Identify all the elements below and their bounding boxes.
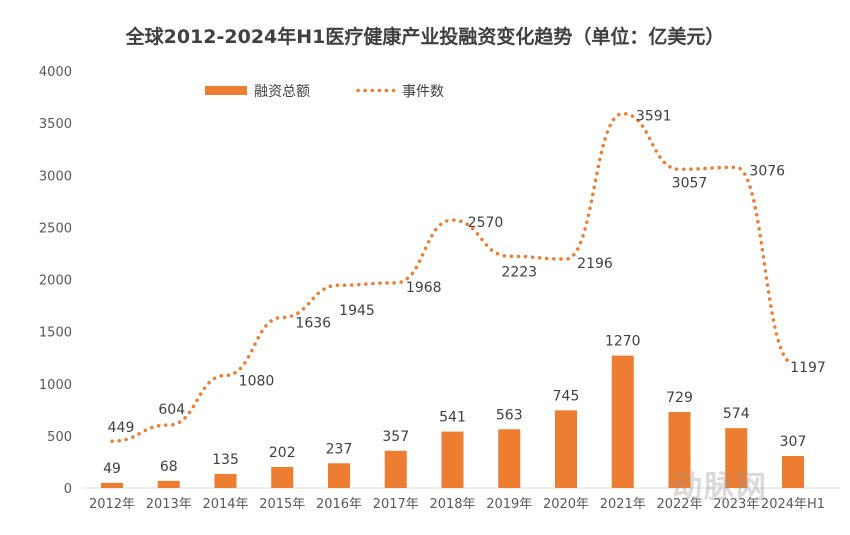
x-tick-label: 2019年 [486,497,532,512]
bar-2020年 [555,410,577,488]
bar-data-label: 357 [382,429,409,445]
line-data-label: 3057 [672,175,708,191]
x-tick-label: 2021年 [600,497,646,512]
bar-2017年 [384,450,407,488]
line-data-label: 3076 [749,163,785,179]
y-tick-label: 2500 [39,221,72,236]
x-tick-label: 2020年 [543,497,589,512]
legend-label-bar: 融资总额 [254,84,310,100]
line-data-label: 2223 [501,264,537,280]
bar-2023年 [725,428,748,488]
bar-data-label: 237 [326,441,353,457]
bar-2018年 [441,431,464,488]
line-data-label: 604 [158,402,185,418]
bar-data-label: 68 [160,459,178,475]
x-tick-label: 2016年 [316,497,362,512]
bar-data-label: 729 [666,390,693,406]
y-tick-label: 500 [47,430,72,445]
x-tick-label: 2023年 [713,497,759,512]
y-tick-label: 1500 [39,326,72,341]
bar-2012年 [101,482,123,488]
chart-title: 全球2012-2024年H1医疗健康产业投融资变化趋势（单位：亿美元） [125,26,725,48]
bar-data-label: 745 [553,388,580,404]
bar-data-label: 135 [212,452,239,468]
bar-data-label: 49 [103,461,121,477]
legend-label-line: 事件数 [402,84,444,100]
bar-2021年 [611,355,634,488]
x-tick-label: 2017年 [373,497,419,512]
y-tick-label: 3500 [39,117,72,132]
bar-2014年 [214,473,237,488]
legend-swatch-bar [205,86,247,95]
y-tick-label: 4000 [39,65,72,80]
line-data-label: 1197 [790,360,826,376]
bar-data-label: 574 [723,406,750,422]
x-tick-label: 2015年 [259,497,305,512]
y-tick-label: 2000 [39,274,72,289]
bar-2019年 [498,429,521,488]
y-tick-label: 3000 [39,169,72,184]
bar-data-label: 541 [439,410,466,426]
bar-2022年 [668,412,691,488]
line-data-label: 1080 [239,373,275,389]
line-data-label: 2196 [577,256,613,272]
x-tick-label: 2022年 [656,497,702,512]
x-tick-label: 2014年 [202,497,248,512]
bar-data-label: 1270 [605,334,641,350]
bar-2015年 [271,466,294,488]
line-data-label: 1636 [295,315,331,331]
y-tick-label: 1000 [39,378,72,393]
bar-data-label: 563 [496,407,523,423]
y-tick-label: 0 [64,482,72,497]
x-tick-label: 2012年 [89,497,135,512]
bar-2016年 [328,463,350,488]
bar-2024年H1 [782,455,804,488]
line-data-label: 3591 [636,109,672,125]
bar-data-label: 307 [780,434,807,450]
x-tick-label: 2018年 [429,497,475,512]
watermark-logo: 动脉网 [672,470,768,505]
event-count-line [110,111,795,443]
line-data-label: 2570 [468,215,504,231]
line-data-label: 1968 [406,280,442,296]
x-tick-label: 2013年 [146,497,192,512]
x-tick-label: 2024年H1 [761,497,825,512]
bar-2013年 [157,480,180,488]
line-data-label: 449 [108,420,135,436]
line-data-label: 1945 [339,303,375,319]
bar-data-label: 202 [269,445,296,461]
